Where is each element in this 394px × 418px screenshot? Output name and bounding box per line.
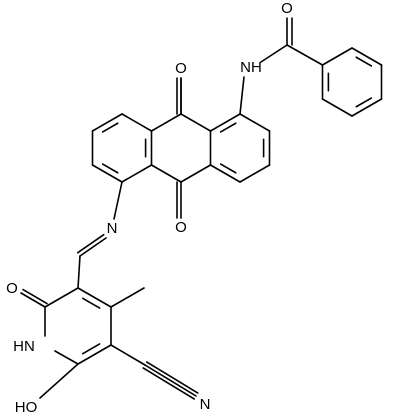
bond — [110, 287, 145, 308]
bond — [79, 237, 107, 257]
bond — [20, 292, 46, 308]
bond — [260, 44, 288, 63]
atom-label: O — [175, 60, 187, 77]
bond — [239, 113, 271, 132]
bond — [101, 122, 119, 133]
atom-label: HN — [13, 338, 35, 355]
bond — [150, 164, 182, 183]
atom-label: N — [200, 396, 211, 413]
atom-label: O — [175, 219, 187, 236]
bond — [81, 297, 101, 309]
bond — [321, 47, 353, 66]
bond — [142, 367, 195, 400]
bond — [209, 164, 241, 183]
atom-label: NH — [240, 59, 262, 76]
bond — [76, 233, 105, 254]
bond — [121, 113, 153, 132]
bond — [150, 113, 182, 132]
bond — [180, 113, 212, 132]
bond — [113, 181, 123, 220]
bond — [219, 122, 237, 133]
bond — [239, 164, 271, 183]
bond — [219, 163, 237, 174]
bond — [77, 344, 112, 365]
bond — [44, 287, 79, 308]
bond — [39, 363, 79, 399]
atom-label: O — [6, 280, 18, 297]
bond — [101, 163, 119, 174]
bond — [91, 113, 123, 132]
bond — [121, 164, 153, 183]
bond — [81, 343, 101, 355]
bond — [239, 76, 245, 115]
bond — [180, 164, 212, 183]
bond — [146, 361, 199, 394]
bond — [77, 287, 112, 308]
bond — [77, 255, 81, 289]
bond — [54, 350, 79, 365]
bond — [355, 97, 373, 108]
bond — [351, 47, 383, 66]
bond — [351, 98, 383, 117]
bond — [286, 44, 324, 66]
bonds — [20, 17, 383, 400]
atom-label: HO — [15, 399, 38, 416]
atom-label: N — [107, 220, 118, 237]
atom-label: O — [281, 0, 293, 17]
bond — [144, 364, 197, 397]
bond — [209, 113, 241, 132]
bond — [110, 344, 146, 366]
bond — [22, 288, 48, 305]
bond — [91, 164, 123, 183]
bond — [355, 56, 373, 67]
bond — [321, 98, 353, 117]
